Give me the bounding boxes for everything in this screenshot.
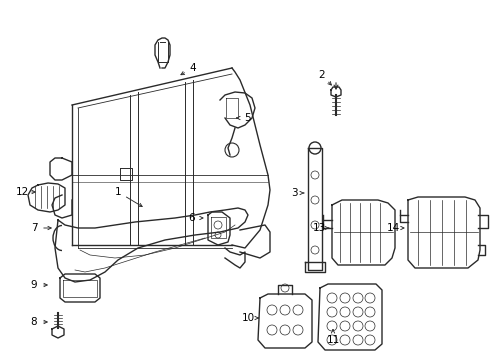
Text: 14: 14: [387, 223, 400, 233]
Text: 13: 13: [313, 223, 326, 233]
Text: 3: 3: [291, 188, 297, 198]
Text: 1: 1: [115, 187, 122, 197]
Text: 10: 10: [242, 313, 255, 323]
Text: 4: 4: [190, 63, 196, 73]
Text: 7: 7: [31, 223, 37, 233]
Text: 5: 5: [244, 113, 250, 123]
Text: 9: 9: [31, 280, 37, 290]
Text: 6: 6: [189, 213, 196, 223]
Text: 11: 11: [326, 335, 340, 345]
Text: 2: 2: [318, 70, 325, 80]
Text: 8: 8: [31, 317, 37, 327]
Text: 12: 12: [15, 187, 28, 197]
